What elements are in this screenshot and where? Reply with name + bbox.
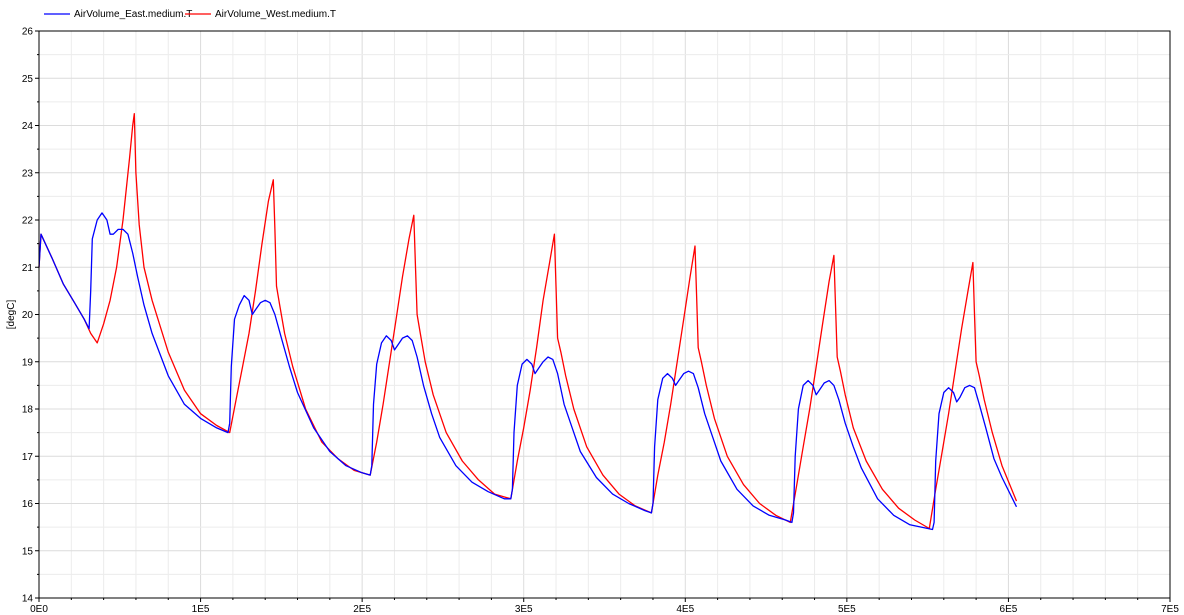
y-tick-label: 26 [22,27,34,38]
x-tick-label: 7E5 [1161,604,1179,615]
y-tick-label: 20 [22,310,34,321]
series-line-west [38,113,1018,530]
y-tick-label: 21 [22,263,34,274]
legend: AirVolume_East.medium.T AirVolume_West.m… [44,9,336,20]
y-axis-label: [degC] [6,300,17,330]
series-line-east [38,212,1018,531]
x-tick-label: 2E5 [353,604,371,615]
y-tick-label: 25 [22,74,34,85]
legend-label-west: AirVolume_West.medium.T [215,9,336,20]
y-tick-label: 24 [22,121,34,132]
y-tick-label: 19 [22,357,34,368]
x-tick-label: 5E5 [838,604,856,615]
y-tick-label: 14 [22,594,34,605]
x-tick-label: 1E5 [192,604,210,615]
x-tick-label: 6E5 [1000,604,1018,615]
series-layer [38,113,1018,531]
y-tick-label: 17 [22,452,34,463]
y-tick-label: 22 [22,216,34,227]
y-tick-label: 23 [22,168,34,179]
x-tick-label: 3E5 [515,604,533,615]
axis-ticks: 0E0 1E5 2E5 3E5 4E5 5E5 6E5 7E5 14 15 16 17 18 19 20 21… [22,27,1179,615]
x-tick-label: 4E5 [676,604,694,615]
y-tick-label: 15 [22,546,34,557]
y-tick-label: 18 [22,405,34,416]
y-tick-label: 16 [22,499,34,510]
grid [39,31,1170,598]
x-tick-label: 0E0 [30,604,48,615]
legend-label-east: AirVolume_East.medium.T [74,9,192,20]
